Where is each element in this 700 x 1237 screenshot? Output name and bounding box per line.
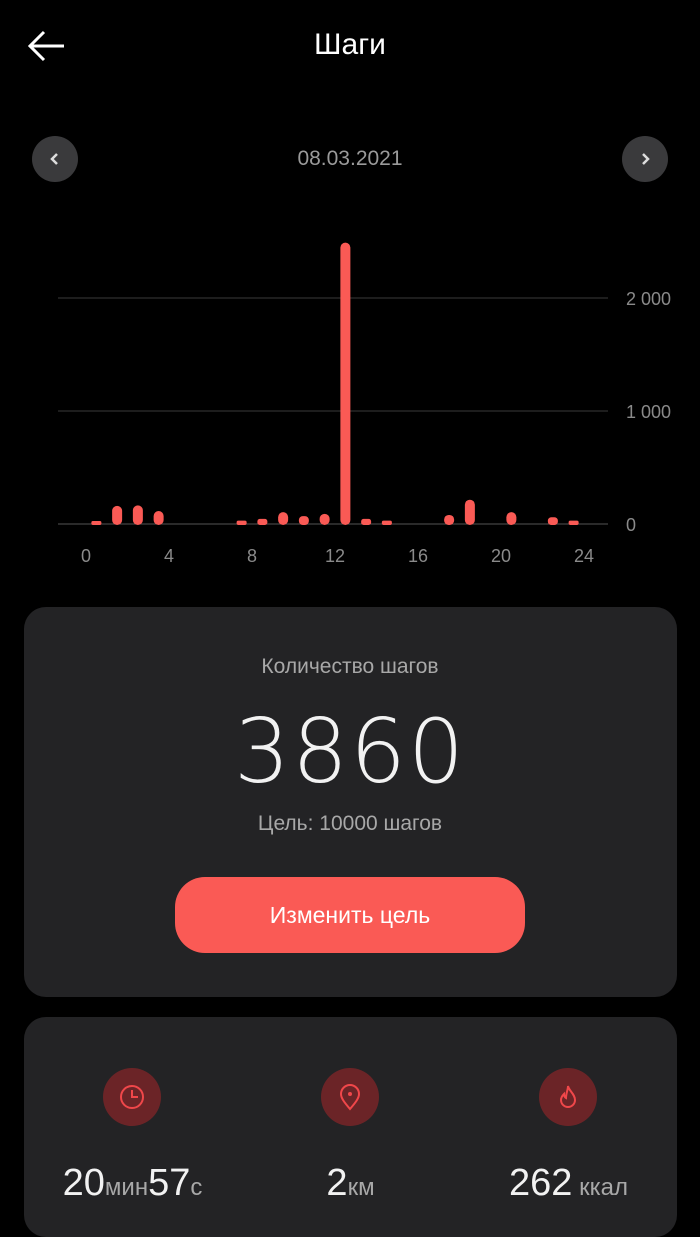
- bar: [298, 516, 309, 525]
- bar: [319, 513, 330, 525]
- stat-value: 262 ккал: [452, 1162, 685, 1205]
- x-tick-label: 12: [325, 546, 345, 566]
- x-tick-label: 24: [574, 546, 594, 566]
- current-date: 08.03.2021: [297, 147, 403, 170]
- stat-unit: мин: [104, 1174, 149, 1201]
- bar: [506, 512, 517, 525]
- bar: [278, 512, 289, 525]
- bar: [132, 505, 143, 525]
- steps-label: Количество шагов: [261, 655, 439, 678]
- chevron-left-icon: [50, 153, 58, 165]
- bar: [361, 518, 372, 525]
- bar: [444, 514, 455, 525]
- stat-value: 20мин57с: [16, 1162, 249, 1205]
- bar: [112, 505, 123, 525]
- stat-unit: ккал: [572, 1174, 628, 1201]
- y-tick-label: 2 000: [626, 289, 671, 309]
- clock-icon: [103, 1068, 161, 1126]
- bar: [464, 499, 475, 525]
- stat-number: 262: [509, 1162, 573, 1204]
- prev-day-button[interactable]: [32, 136, 78, 182]
- bar: [568, 520, 579, 525]
- stat-number: 20: [62, 1162, 105, 1204]
- bar: [91, 521, 102, 525]
- arrow-left-icon: [27, 30, 64, 62]
- x-tick-label: 8: [247, 546, 257, 566]
- bar: [340, 242, 351, 525]
- x-tick-label: 0: [81, 546, 91, 566]
- bar: [257, 518, 268, 525]
- stat-number: 2: [326, 1162, 348, 1204]
- location-pin-icon: [321, 1068, 379, 1126]
- back-button[interactable]: [24, 26, 68, 66]
- flame-icon: [539, 1068, 597, 1126]
- steps-chart: 0 1 000 2 000 0 4 8 12 16 20 24: [58, 242, 671, 566]
- stats-card: [24, 1017, 677, 1237]
- bar: [153, 511, 164, 525]
- stat-value: 2км: [234, 1162, 467, 1205]
- x-tick-label: 20: [491, 546, 511, 566]
- bar: [236, 520, 247, 525]
- stat-unit: км: [347, 1174, 375, 1201]
- chevron-right-icon: [642, 153, 650, 165]
- x-tick-label: 4: [164, 546, 174, 566]
- steps-count: 3860: [234, 700, 466, 803]
- change-goal-button[interactable]: Изменить цель: [175, 877, 525, 953]
- y-tick-label: 1 000: [626, 402, 671, 422]
- bar: [381, 520, 392, 525]
- page-title: Шаги: [314, 28, 386, 61]
- y-tick-label: 0: [626, 515, 636, 535]
- next-day-button[interactable]: [622, 136, 668, 182]
- steps-goal: Цель: 10000 шагов: [257, 812, 443, 835]
- stat-number: 57: [148, 1162, 191, 1204]
- bar: [547, 517, 558, 525]
- stat-unit: с: [190, 1174, 203, 1201]
- x-tick-label: 16: [408, 546, 428, 566]
